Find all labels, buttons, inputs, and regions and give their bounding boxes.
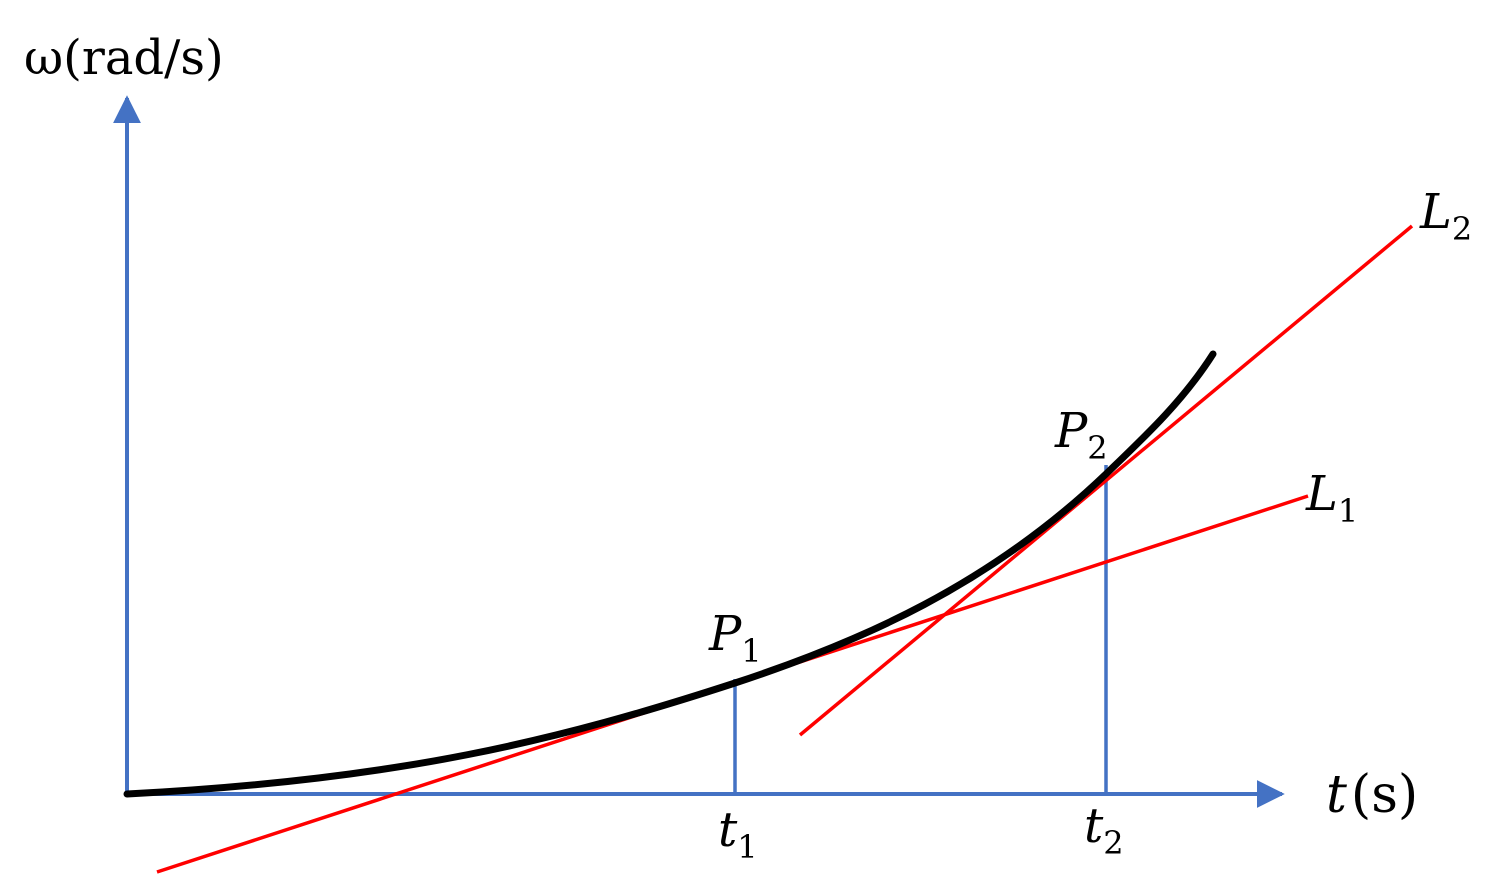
tick-label-t1: t1 (718, 802, 758, 866)
x-axis-label: t(s) (1326, 765, 1418, 825)
x-axis-variable: t (1326, 765, 1347, 825)
y-axis-label: ω(rad/s) (24, 30, 224, 86)
tick-label-t2: t2 (1084, 798, 1124, 862)
point-label-p1: P1 (708, 606, 762, 670)
line-label-l1: L1 (1305, 466, 1358, 530)
x-axis-unit: (s) (1351, 765, 1418, 825)
point-label-p2: P2 (1054, 403, 1108, 467)
line-label-l2: L2 (1419, 184, 1472, 248)
tangent-line-l2 (798, 224, 1414, 737)
angular-velocity-curve (123, 350, 1217, 798)
